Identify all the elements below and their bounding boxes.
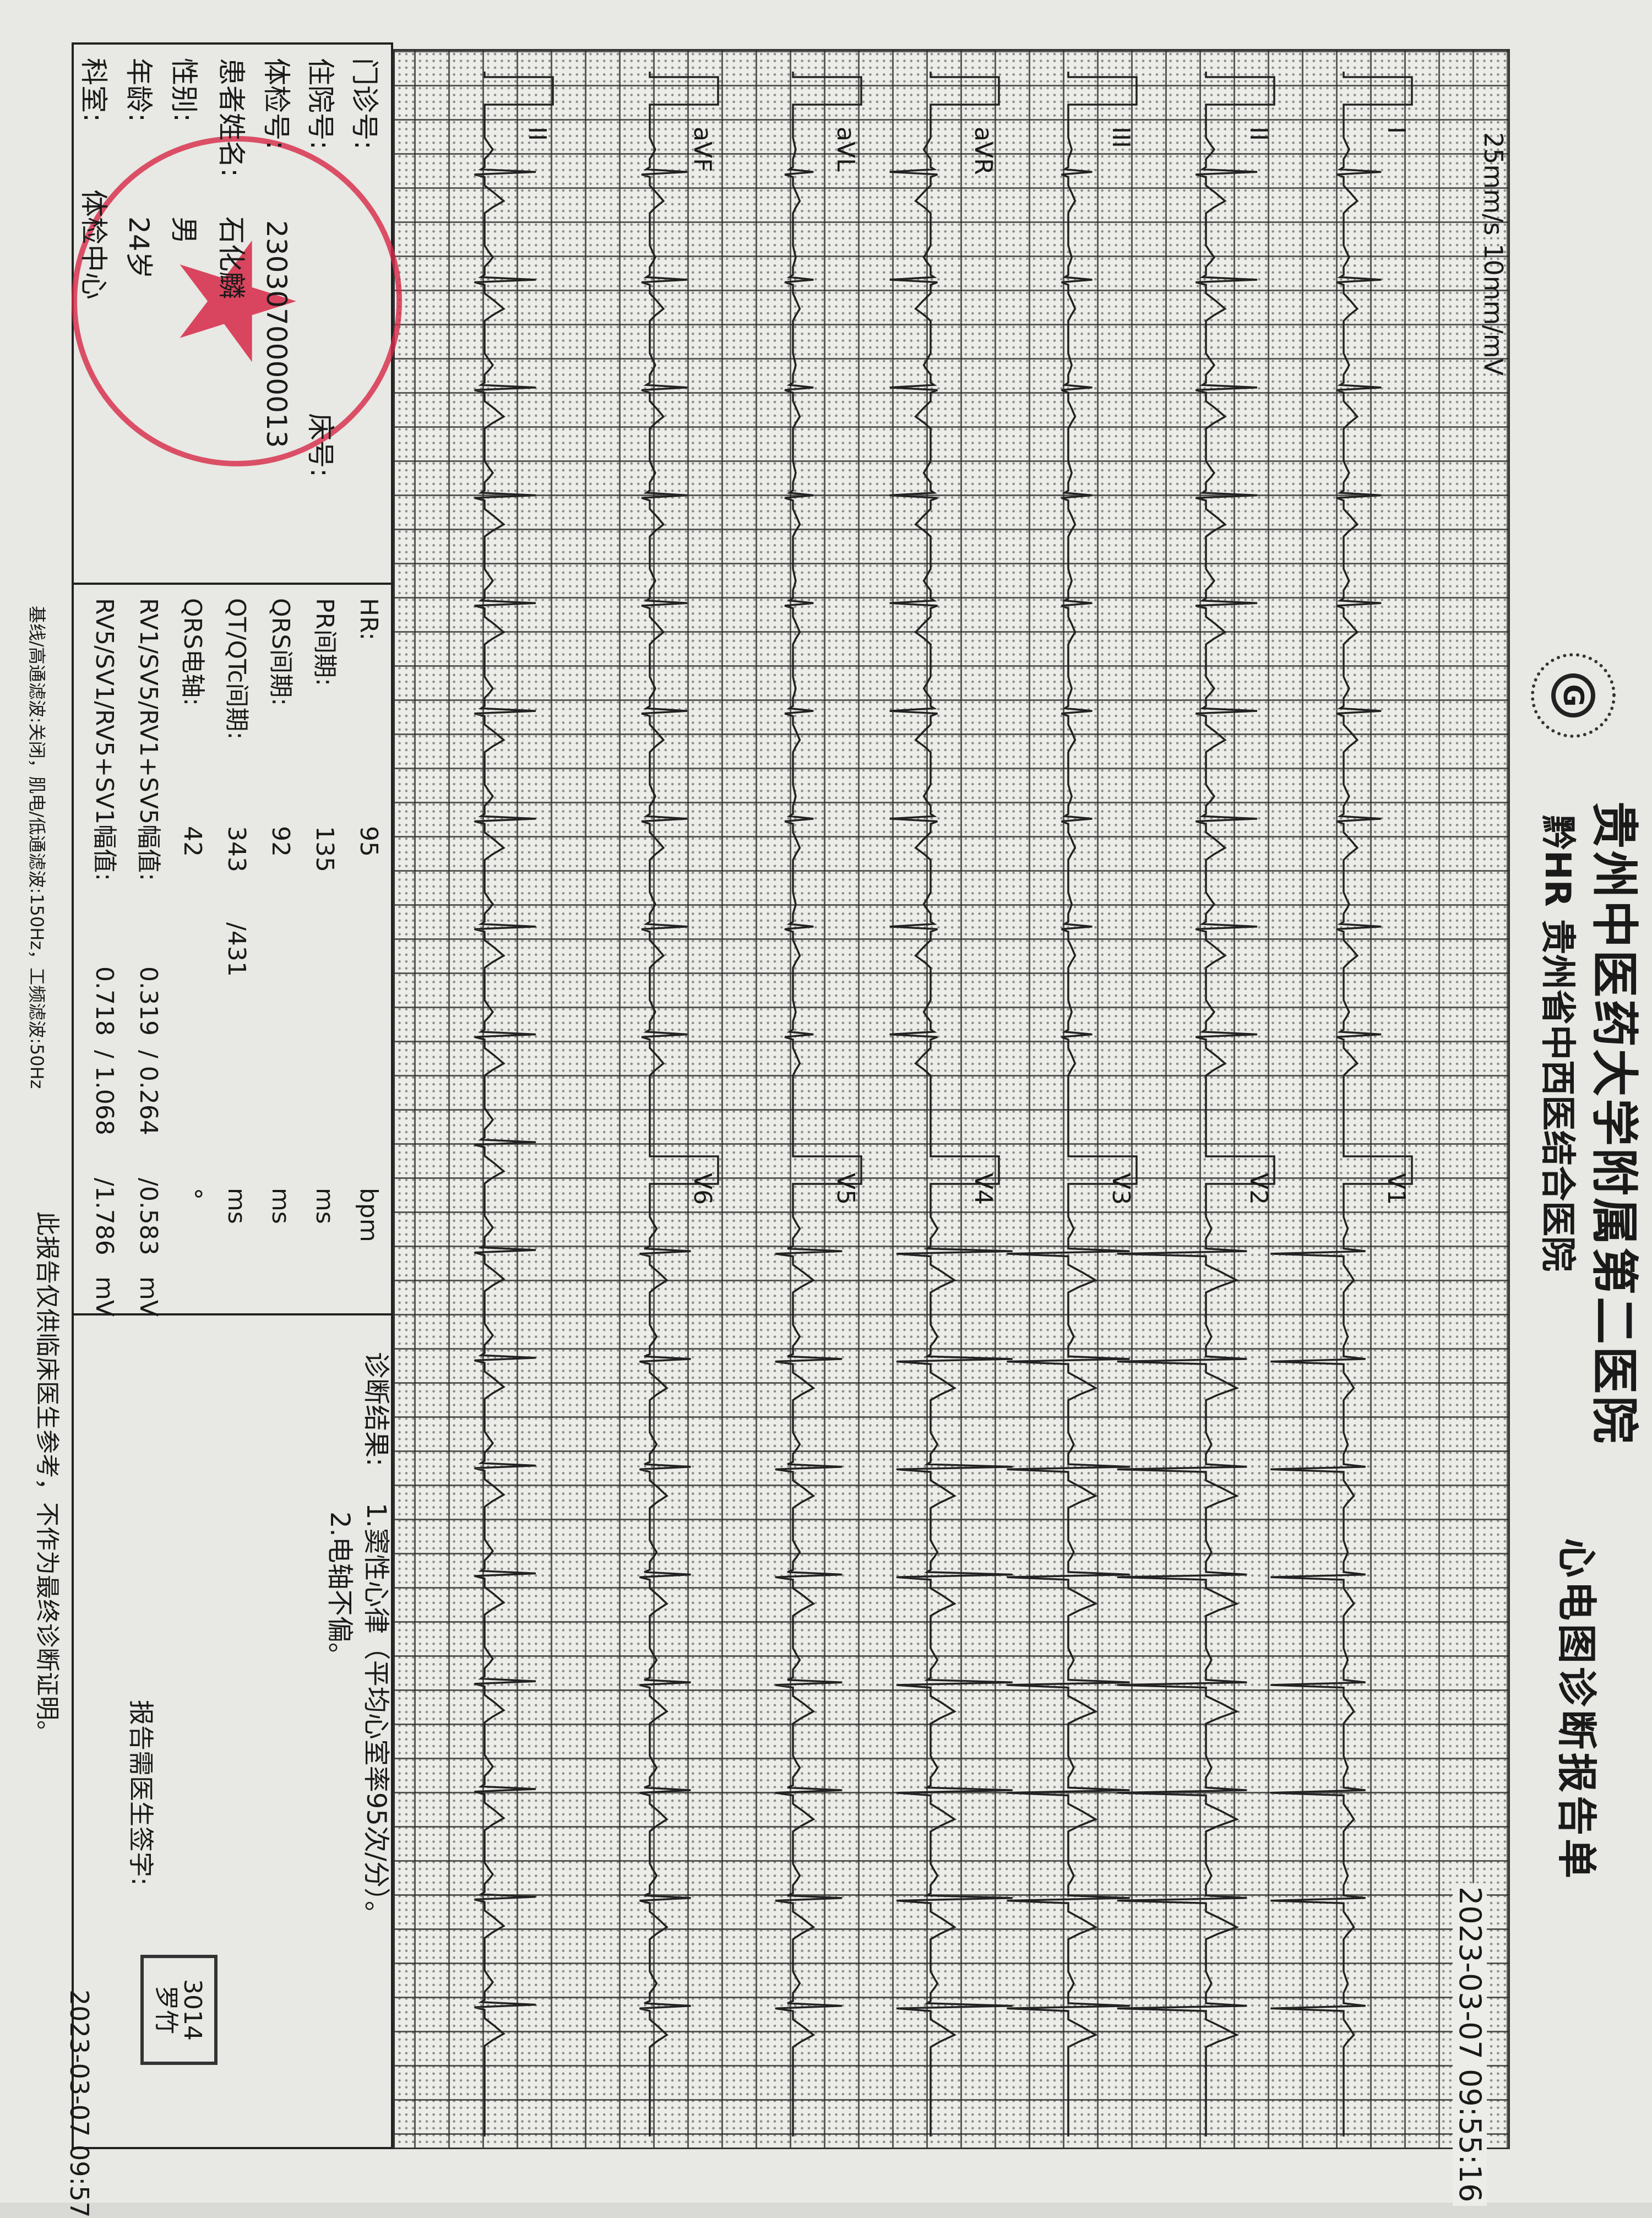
lead-label: V4: [969, 1173, 997, 1205]
lead-label: III: [1107, 127, 1135, 148]
ecg-trace-V4: [896, 1151, 1013, 2137]
patient-name: 石化麟: [215, 216, 247, 299]
ecg-trace-II: [1195, 72, 1275, 1151]
measurement-label: QT/QTc间期:: [222, 598, 251, 740]
measurement-unit: ms: [311, 1188, 339, 1224]
ecg-trace-V2: [1117, 1151, 1275, 2137]
age-label: 年龄:: [123, 58, 155, 122]
diagnosis-item: 2.电轴不偏。: [324, 1512, 355, 1669]
ecg-trace-aVL: [784, 72, 862, 1151]
dept-label: 科室:: [78, 58, 110, 122]
measurement-unit: bpm: [355, 1188, 383, 1242]
ecg-trace-V1: [1270, 1151, 1413, 2137]
measurement-value: 95: [355, 826, 383, 857]
signature-name: 罗竹: [152, 1986, 180, 2034]
lead-label: V6: [688, 1173, 716, 1205]
lead-label: V5: [832, 1173, 860, 1205]
ecg-trace-aVR: [889, 72, 1000, 1151]
lead-label: V2: [1245, 1173, 1273, 1205]
exam-no-label: 体检号:: [260, 58, 292, 150]
patient-sex: 男: [168, 216, 200, 244]
ecg-trace-I: [1336, 72, 1413, 1151]
measurement-value: 343: [222, 826, 251, 872]
measurement-unit: ms: [267, 1188, 295, 1224]
lead-label: I: [1382, 127, 1410, 134]
patient-age: 24岁: [123, 216, 155, 279]
exam-no: 2303070000013: [260, 220, 292, 448]
signature-label: 报告需医生签字:: [126, 1700, 156, 1886]
lead-label: V3: [1107, 1173, 1135, 1205]
disclaimer: 此报告仅供临床医生参考，不作为最终诊断证明。: [33, 1211, 61, 1744]
doctor-signature-stamp: 3014 罗竹: [140, 1955, 218, 2065]
signature-code: 3014: [178, 1979, 207, 2041]
ecg-trace-V6: [639, 1151, 719, 2137]
seal-star-icon: [180, 240, 297, 362]
ecg-trace-III: [1061, 72, 1138, 1151]
ecg-trace-V3: [1007, 1151, 1138, 2137]
filter-settings: 基线/高通滤波:关闭，肌电/低通滤波:150Hz，工频滤波:50Hz: [26, 606, 47, 1089]
measurement-value: 0.718: [90, 966, 118, 1036]
measurement-label: QRS电轴:: [178, 598, 206, 706]
measurement-value: 0.319: [134, 966, 162, 1036]
outpatient-no-label: 门诊号:: [349, 58, 381, 150]
patient-dept: 体检中心: [78, 189, 110, 300]
sex-label: 性别:: [168, 58, 200, 122]
print-time: 2023-03-07 09:57: [64, 1989, 94, 2218]
measurement-unit: ms: [222, 1188, 251, 1224]
lead-label: aVL: [832, 127, 860, 172]
diagnosis-label: 诊断结果:: [361, 1352, 392, 1467]
measurement-value: / 1.068: [90, 1050, 118, 1135]
measurement-unit: mV: [134, 1276, 162, 1317]
inpatient-no-label: 住院号:: [305, 58, 336, 150]
measurement-value: / 0.264: [134, 1050, 162, 1135]
measurement-value: 92: [267, 826, 295, 857]
ecg-trace-rhythm-II: [474, 72, 554, 2137]
measurement-value: /1.786: [90, 1178, 118, 1255]
diagnosis-item: 1.窦性心律（平均心室率95次/分）。: [361, 1503, 392, 1928]
lead-label: aVF: [688, 127, 716, 172]
measurement-label: HR:: [355, 598, 383, 641]
measurement-label: RV5/SV1/RV5+SV1幅值:: [90, 598, 118, 881]
lead-label: V1: [1382, 1173, 1410, 1205]
measurement-label: PR间期:: [311, 598, 339, 686]
name-label: 患者姓名:: [215, 58, 247, 177]
measurement-value: 42: [178, 826, 206, 857]
measurement-value: 135: [311, 826, 339, 872]
measurement-unit: °: [178, 1188, 206, 1200]
measurement-label: RV1/SV5/RV1+SV5幅值:: [134, 598, 162, 881]
lead-label: II: [1245, 127, 1273, 141]
lead-label: II: [523, 127, 551, 141]
ecg-trace-aVF: [641, 72, 719, 1151]
measurement-unit: mV: [90, 1276, 118, 1317]
measurement-value: /0.583: [134, 1178, 162, 1255]
bed-no-label: 床号:: [305, 413, 336, 477]
lead-label: aVR: [969, 127, 997, 175]
official-seal: [72, 136, 402, 466]
measurement-label: QRS间期:: [267, 598, 295, 706]
divider: [72, 583, 393, 585]
ecg-trace-V5: [775, 1151, 862, 2137]
measurement-value: /431: [222, 922, 251, 977]
divider: [72, 1313, 393, 1315]
